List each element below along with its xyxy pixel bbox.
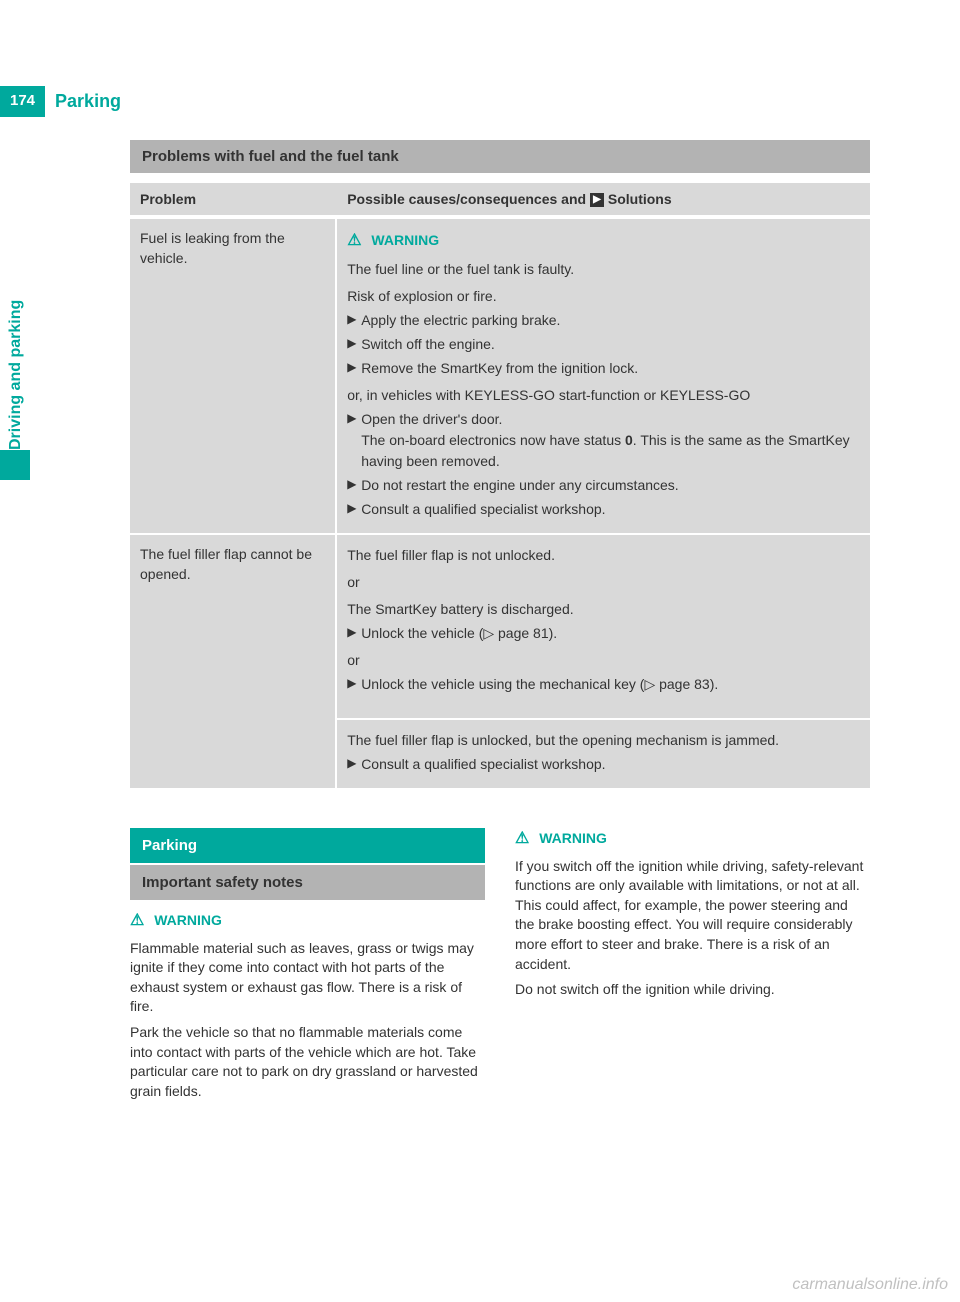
bullet-arrow-icon: ▶ <box>347 674 361 695</box>
warning-label: WARNING <box>539 830 607 846</box>
sidebar-label: Driving and parking <box>7 300 25 450</box>
warning-paragraph: Flammable material such as leaves, grass… <box>130 939 485 1017</box>
bullet-text: Switch off the engine. <box>361 334 495 355</box>
cell-problem-1: Fuel is leaking from the vehicle. <box>130 217 337 533</box>
text-line: or <box>347 572 860 593</box>
table-row: Fuel is leaking from the vehicle. ⚠ WARN… <box>130 217 870 533</box>
bullet-text: Unlock the vehicle using the mechanical … <box>361 674 718 695</box>
warning-label: WARNING <box>154 912 222 928</box>
bullet-arrow-icon: ▶ <box>347 475 361 496</box>
page-title: Parking <box>45 86 131 117</box>
solution-sub-2: The fuel filler flap is unlocked, but th… <box>337 718 870 788</box>
bullet-item: ▶Consult a qualified specialist workshop… <box>347 499 860 520</box>
warning-label: WARNING <box>371 232 439 248</box>
sidebar-tab: Driving and parking <box>0 260 30 480</box>
warning-header: ⚠ WARNING <box>515 828 870 850</box>
text-line: The fuel filler flap is unlocked, but th… <box>347 730 860 751</box>
th-solutions-prefix: Possible causes/consequences and <box>347 191 590 207</box>
warning-block-1: ⚠ WARNING Flammable material such as lea… <box>130 910 485 1101</box>
th-solutions: Possible causes/consequences and ▶ Solut… <box>337 183 870 217</box>
bullet-item: ▶Unlock the vehicle (▷ page 81). <box>347 623 860 644</box>
cell-solution-1: ⚠ WARNING The fuel line or the fuel tank… <box>337 217 870 533</box>
page-number: 174 <box>0 86 45 117</box>
th-problem: Problem <box>130 183 337 217</box>
warning-header: ⚠ WARNING <box>347 229 860 253</box>
warning-paragraph: Do not switch off the ignition while dri… <box>515 980 870 1000</box>
parking-subtitle-bar: Important safety notes <box>130 865 485 900</box>
bullet-text: Consult a qualified specialist workshop. <box>361 499 605 520</box>
warning-triangle-icon: ⚠ <box>515 830 529 847</box>
cell-solution-2: The fuel filler flap is not unlocked. or… <box>337 533 870 788</box>
table-header-row: Problem Possible causes/consequences and… <box>130 183 870 217</box>
page-header: 174 Parking <box>0 86 131 117</box>
warning-paragraph: If you switch off the ignition while dri… <box>515 857 870 975</box>
bullet-text: Remove the SmartKey from the ignition lo… <box>361 358 638 379</box>
bullet-arrow-icon: ▶ <box>347 334 361 355</box>
bullet-text: Open the driver's door. The on-board ele… <box>361 409 860 472</box>
text-line: Risk of explosion or fire. <box>347 286 860 307</box>
bullet-item: ▶Do not restart the engine under any cir… <box>347 475 860 496</box>
bullet-arrow-icon: ▶ <box>347 409 361 472</box>
warning-paragraph: Park the vehicle so that no flammable ma… <box>130 1023 485 1101</box>
text-line: The fuel line or the fuel tank is faulty… <box>347 259 860 280</box>
bullet-item: ▶Consult a qualified specialist workshop… <box>347 754 860 775</box>
warning-block-2: ⚠ WARNING If you switch off the ignition… <box>515 828 870 1000</box>
sidebar-tab-marker <box>0 450 30 480</box>
bottom-columns: Parking Important safety notes ⚠ WARNING… <box>130 828 870 1101</box>
bullet-text: Consult a qualified specialist workshop. <box>361 754 605 775</box>
bullet-text-a: Open the driver's door. <box>361 411 502 427</box>
bullet-text-b-pre: The on-board electronics now have status <box>361 432 625 448</box>
cell-problem-2: The fuel filler flap cannot be opened. <box>130 533 337 788</box>
text-line: The fuel filler flap is not unlocked. <box>347 545 860 566</box>
table-row: The fuel filler flap cannot be opened. T… <box>130 533 870 788</box>
watermark: carmanualsonline.info <box>792 1276 948 1294</box>
bullet-text: Do not restart the engine under any circ… <box>361 475 679 496</box>
bullet-item: ▶Switch off the engine. <box>347 334 860 355</box>
left-column: Parking Important safety notes ⚠ WARNING… <box>130 828 485 1101</box>
status-zero: 0 <box>625 432 633 448</box>
warning-triangle-icon: ⚠ <box>130 912 144 929</box>
solutions-arrow-icon: ▶ <box>590 193 604 207</box>
warning-triangle-icon: ⚠ <box>347 232 361 249</box>
problem-table: Problem Possible causes/consequences and… <box>130 183 870 788</box>
bullet-arrow-icon: ▶ <box>347 623 361 644</box>
bullet-item: ▶Remove the SmartKey from the ignition l… <box>347 358 860 379</box>
parking-title-bar: Parking <box>130 828 485 863</box>
text-line: or, in vehicles with KEYLESS-GO start-fu… <box>347 385 860 406</box>
bullet-item: ▶Apply the electric parking brake. <box>347 310 860 331</box>
bullet-arrow-icon: ▶ <box>347 754 361 775</box>
bullet-text: Apply the electric parking brake. <box>361 310 560 331</box>
text-line: or <box>347 650 860 671</box>
main-content: Problems with fuel and the fuel tank Pro… <box>130 140 870 1101</box>
section-title-bar: Problems with fuel and the fuel tank <box>130 140 870 173</box>
bullet-arrow-icon: ▶ <box>347 499 361 520</box>
bullet-item: ▶ Open the driver's door. The on-board e… <box>347 409 860 472</box>
text-line: The SmartKey battery is discharged. <box>347 599 860 620</box>
bullet-arrow-icon: ▶ <box>347 310 361 331</box>
th-solutions-suffix: Solutions <box>604 191 672 207</box>
bullet-arrow-icon: ▶ <box>347 358 361 379</box>
bullet-text: Unlock the vehicle (▷ page 81). <box>361 623 557 644</box>
solution-sub-1: The fuel filler flap is not unlocked. or… <box>337 535 870 708</box>
warning-header: ⚠ WARNING <box>130 910 485 932</box>
bullet-item: ▶Unlock the vehicle using the mechanical… <box>347 674 860 695</box>
right-column: ⚠ WARNING If you switch off the ignition… <box>515 828 870 1101</box>
